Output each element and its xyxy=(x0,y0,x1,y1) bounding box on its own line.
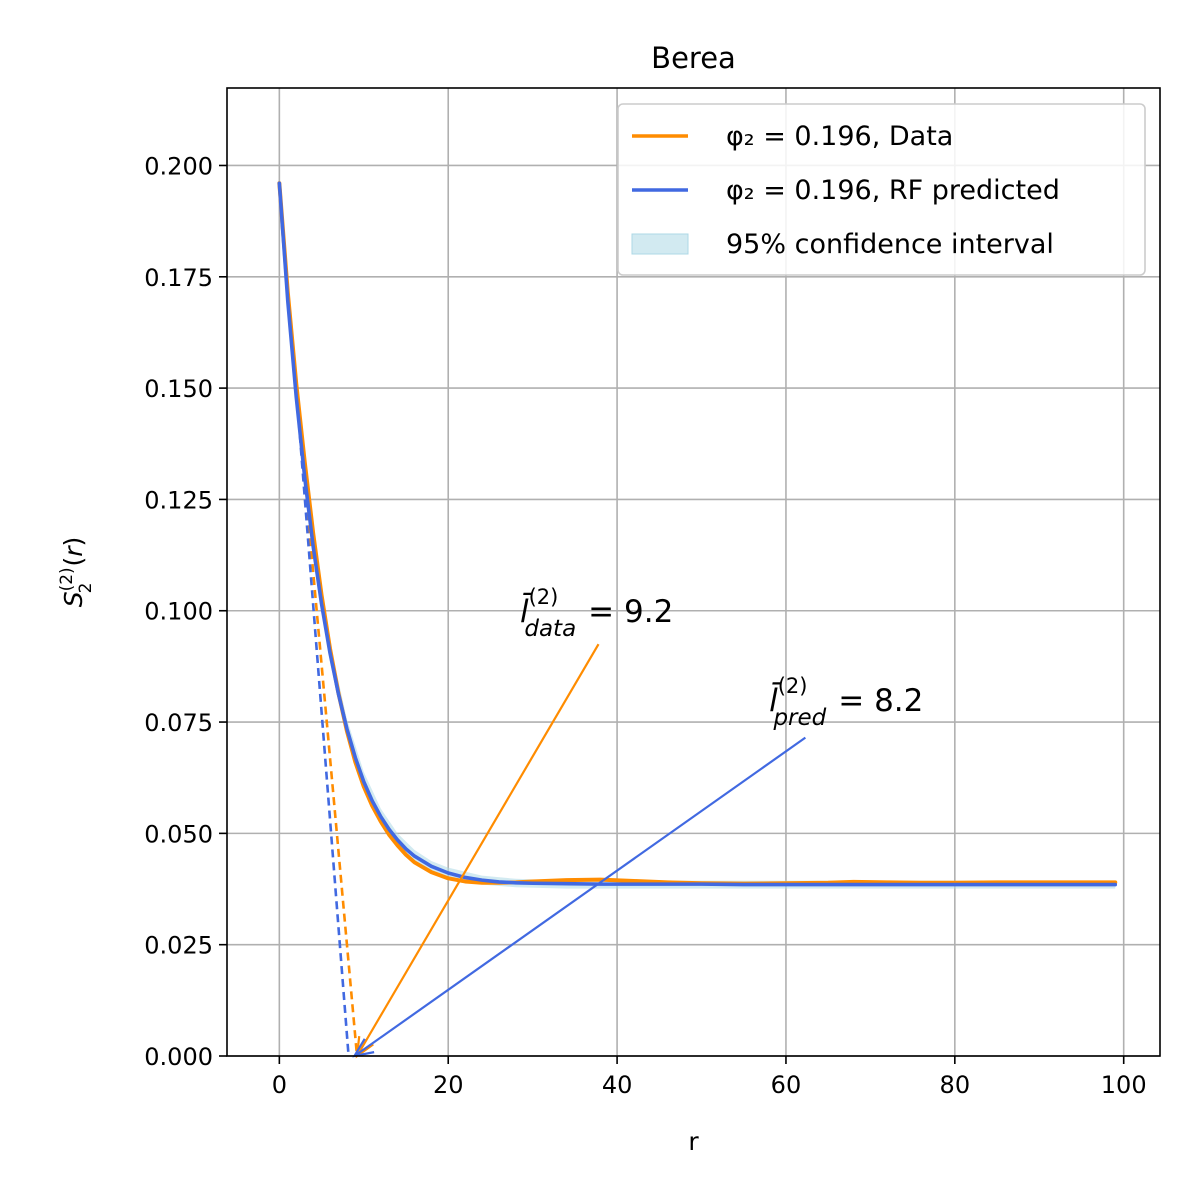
series-line-1 xyxy=(277,181,1118,887)
annotations: l̄(2) data = 9.2 l̄(2) pred = 8.2 xyxy=(520,585,923,731)
x-tick-label: 40 xyxy=(602,1071,633,1099)
x-axis-label: r xyxy=(688,1127,699,1156)
y-tick-label: 0.050 xyxy=(144,820,213,848)
plot-frame xyxy=(226,87,1161,1057)
y-tick-label: 0.075 xyxy=(144,709,213,737)
x-tick-label: 0 xyxy=(272,1071,287,1099)
legend: φ₂ = 0.196, Data φ₂ = 0.196, RF predicted… xyxy=(617,103,1146,276)
annotation-label: l̄(2) data = 9.2 xyxy=(520,585,673,642)
annotation-arrows xyxy=(352,643,807,1059)
y-axis-label: S(2)2(r) xyxy=(57,537,96,608)
legend-label-2: 95% confidence interval xyxy=(726,229,1054,260)
x-tick-label: 60 xyxy=(771,1071,802,1099)
y-tick-label: 0.125 xyxy=(144,486,213,514)
y-tick-label: 0.100 xyxy=(144,598,213,626)
y-tick-label: 0.000 xyxy=(144,1043,213,1071)
y-tick-label: 0.025 xyxy=(144,932,213,960)
confidence-band xyxy=(279,178,1116,889)
annotation-arrow-line xyxy=(353,736,807,1057)
chart-title: Berea xyxy=(651,41,736,75)
legend-box xyxy=(617,103,1146,276)
series-line-0 xyxy=(277,181,1118,886)
x-tick-label: 80 xyxy=(940,1071,971,1099)
axis-ticks: 0 20 40 60 80 100 0.000 0.025 0.050 0.075 0.100 0.1… xyxy=(144,152,1146,1099)
plot-area xyxy=(277,178,1118,1056)
legend-swatch-2 xyxy=(631,233,689,255)
legend-label-1: φ₂ = 0.196, RF predicted xyxy=(726,175,1060,206)
y-tick-label: 0.175 xyxy=(144,264,213,292)
x-tick-label: 20 xyxy=(433,1071,464,1099)
annotation-arrow-line xyxy=(356,643,600,1057)
legend-label-0: φ₂ = 0.196, Data xyxy=(726,121,953,152)
y-tick-label: 0.200 xyxy=(144,152,213,180)
y-tick-label: 0.150 xyxy=(144,375,213,403)
y-axis-label-text: S(2)2(r) xyxy=(57,537,96,608)
x-tick-label: 100 xyxy=(1101,1071,1147,1099)
annotation-label: l̄(2) pred = 8.2 xyxy=(769,674,923,731)
